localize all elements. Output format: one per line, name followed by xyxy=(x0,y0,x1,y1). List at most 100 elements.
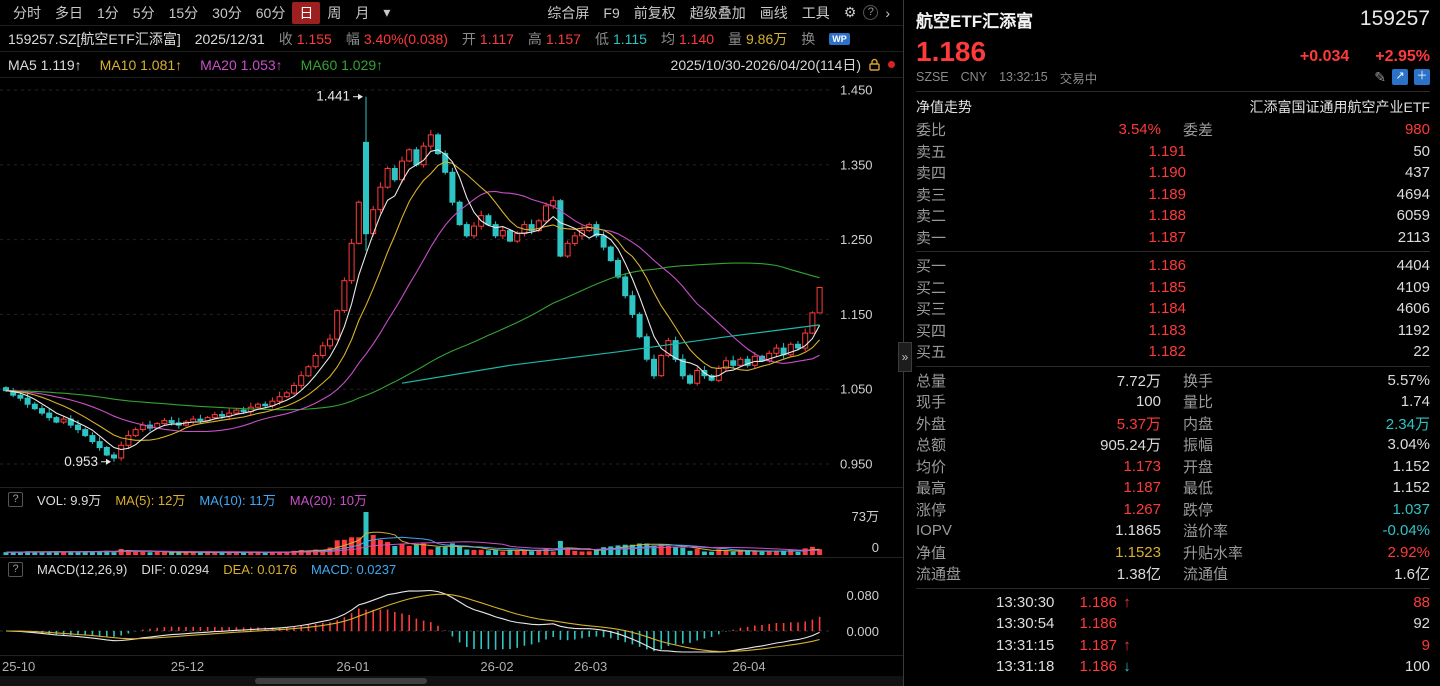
popout-icon[interactable]: ↗ xyxy=(1392,69,1408,85)
avg-field: 均 1.140 xyxy=(660,30,714,47)
svg-text:0.950: 0.950 xyxy=(840,457,873,472)
vol-ma20-label: MA(20): 10万 xyxy=(289,492,368,508)
period-tab-multiday[interactable]: 多日 xyxy=(55,4,83,21)
tools-button[interactable]: 工具 xyxy=(801,4,830,21)
help-icon[interactable]: ? xyxy=(863,5,879,20)
bar-date: 2025/12/31 xyxy=(194,30,265,47)
ma5-legend: MA5 1.119↑ xyxy=(8,56,82,73)
volume-legend: ? VOL: 9.9万 MA(5): 12万 MA(10): 11万 MA(20… xyxy=(0,488,903,510)
toolbar-right-group: 综合屏 F9 前复权 超级叠加 画线 工具 ⚙ ? › xyxy=(540,2,897,24)
ma10-legend: MA10 1.081↑ xyxy=(99,56,183,73)
bid-row-5[interactable]: 买五 1.182 22 xyxy=(916,343,1430,362)
divider xyxy=(916,587,1430,589)
period-tab-weekly[interactable]: 周 xyxy=(327,4,342,21)
exchange-label: SZSE xyxy=(916,70,949,84)
ask-row-4[interactable]: 卖四 1.190 437 xyxy=(916,164,1430,183)
ask-row-1[interactable]: 卖一 1.187 2113 xyxy=(916,228,1430,247)
bid-row-2[interactable]: 买二 1.185 4109 xyxy=(916,278,1430,297)
macd-chart-svg[interactable] xyxy=(0,580,904,655)
period-dropdown-icon[interactable]: ▾ xyxy=(383,4,391,20)
period-tab-30min[interactable]: 30分 xyxy=(212,4,242,21)
tick-row: 13:31:18 1.186 ↓ 100 xyxy=(996,658,1430,676)
period-tab-15min[interactable]: 15分 xyxy=(168,4,199,21)
tab-nav-trend[interactable]: 净值走势 xyxy=(916,99,972,115)
change-group: +0.034 +2.95% xyxy=(1300,48,1430,66)
stat-row: 最高 1.187 最低 1.152 xyxy=(916,479,1430,498)
divider xyxy=(916,365,1430,367)
bid-row-4[interactable]: 买四 1.183 1192 xyxy=(916,321,1430,340)
volume-chart-svg[interactable] xyxy=(0,510,904,557)
composite-screen-button[interactable]: 综合屏 xyxy=(547,4,590,21)
trading-status: 交易中 xyxy=(1059,71,1098,86)
horizontal-scrollbar[interactable] xyxy=(0,676,903,686)
toolbar: 分时 多日 1分 5分 15分 30分 60分 日 周 月 ▾ 综合屏 F9 前… xyxy=(0,0,903,26)
settings-gear-icon[interactable]: ⚙ xyxy=(843,4,857,20)
weibi-row: 委比 3.54% 委差 980 xyxy=(916,121,1430,140)
vol-value-label: VOL: 9.9万 xyxy=(37,492,102,508)
period-tab-5min[interactable]: 5分 xyxy=(132,4,155,21)
price-annotation: 1.441 xyxy=(316,89,350,104)
macd-panel[interactable]: ? MACD(12,26,9) DIF: 0.0294 DEA: 0.0176 … xyxy=(0,557,903,655)
date-range-group: 2025/10/30-2026/04/20(114日) xyxy=(671,55,895,75)
svg-text:1.250: 1.250 xyxy=(840,232,873,247)
period-tab-intraday[interactable]: 分时 xyxy=(13,4,41,21)
quote-header: 航空ETF汇添富 159257 xyxy=(916,4,1430,34)
stat-row: 外盘 5.37万 内盘 2.34万 xyxy=(916,415,1430,433)
quote-panel: 航空ETF汇添富 159257 1.186 +0.034 +2.95% SZSE… xyxy=(904,0,1440,686)
scrollbar-thumb[interactable] xyxy=(255,678,427,684)
period-tab-1min[interactable]: 1分 xyxy=(97,4,119,21)
security-name: 航空ETF汇添富 xyxy=(916,11,1034,31)
x-axis-label: 26-02 xyxy=(480,659,514,674)
wp-icon[interactable]: WP xyxy=(829,32,850,45)
svg-text:1.450: 1.450 xyxy=(840,83,873,98)
ask-row-2[interactable]: 卖二 1.188 6059 xyxy=(916,207,1430,226)
collapse-panel-button[interactable]: » xyxy=(898,342,912,372)
super-overlay-button[interactable]: 超级叠加 xyxy=(689,4,746,21)
main-price-chart[interactable]: 1.450 1.350 1.250 1.150 1.050 0.950 1.441 0.953 xyxy=(0,78,903,487)
nav-tab-row: 净值走势 汇添富国证通用航空产业ETF xyxy=(916,95,1430,119)
f9-button[interactable]: F9 xyxy=(603,4,620,21)
indicator-dot xyxy=(888,61,895,68)
ma20-line xyxy=(5,190,820,433)
macd-value-label: MACD: 0.0237 xyxy=(310,561,397,577)
nav-overlay-line xyxy=(401,324,820,384)
tick-row: 13:31:15 1.187 ↑ 9 xyxy=(996,636,1430,654)
period-tab-monthly[interactable]: 月 xyxy=(355,4,370,21)
bid-row-3[interactable]: 买三 1.184 4606 xyxy=(916,300,1430,319)
ask-row-5[interactable]: 卖五 1.191 50 xyxy=(916,142,1430,161)
macd-title: MACD(12,26,9) xyxy=(37,561,128,577)
period-tab-60min[interactable]: 60分 xyxy=(255,4,286,21)
help-icon[interactable]: ? xyxy=(8,561,23,577)
candlestick-chart-svg[interactable]: 1.450 1.350 1.250 1.150 1.050 0.950 1.441 0.953 xyxy=(0,78,904,487)
macd-scale-top: 0.080 xyxy=(846,588,879,603)
period-tab-daily[interactable]: 日 xyxy=(292,1,321,24)
macd-histogram xyxy=(12,608,821,652)
close-field: 收 1.155 xyxy=(278,30,332,47)
bid-row-1[interactable]: 买一 1.186 4404 xyxy=(916,257,1430,276)
help-icon[interactable]: ? xyxy=(8,491,23,507)
date-range-label: 2025/10/30-2026/04/20(114日) xyxy=(670,56,861,73)
forward-adjust-button[interactable]: 前复权 xyxy=(633,4,676,21)
x-axis-label: 25-10 xyxy=(2,659,36,674)
last-price: 1.186 xyxy=(916,36,987,67)
svg-text:1.050: 1.050 xyxy=(840,382,873,397)
ask-row-3[interactable]: 卖三 1.189 4694 xyxy=(916,185,1430,204)
dea-line xyxy=(6,593,820,653)
stat-row: 现手 100 量比 1.74 xyxy=(916,393,1430,412)
dif-line xyxy=(5,589,820,653)
lock-icon[interactable] xyxy=(869,58,880,71)
vol-ma10-label: MA(10): 11万 xyxy=(199,492,276,508)
draw-line-button[interactable]: 画线 xyxy=(759,4,788,21)
volume-panel[interactable]: ? VOL: 9.9万 MA(5): 12万 MA(10): 11万 MA(20… xyxy=(0,487,903,557)
expand-chevron-icon[interactable]: › xyxy=(885,4,890,21)
meta-icons: ✎ ↗ ＋ xyxy=(1374,69,1430,86)
x-axis: 25-10 25-12 26-01 26-02 26-03 26-04 xyxy=(0,655,903,676)
meta-row: SZSE CNY 13:32:15 交易中 ✎ ↗ ＋ xyxy=(916,66,1430,88)
down-arrow-icon: ↓ xyxy=(1123,658,1131,676)
fund-full-name: 汇添富国证通用航空产业ETF xyxy=(1249,99,1430,115)
edit-icon[interactable]: ✎ xyxy=(1374,68,1386,85)
add-icon[interactable]: ＋ xyxy=(1414,69,1430,85)
price-change-percent: +2.95% xyxy=(1375,48,1430,65)
